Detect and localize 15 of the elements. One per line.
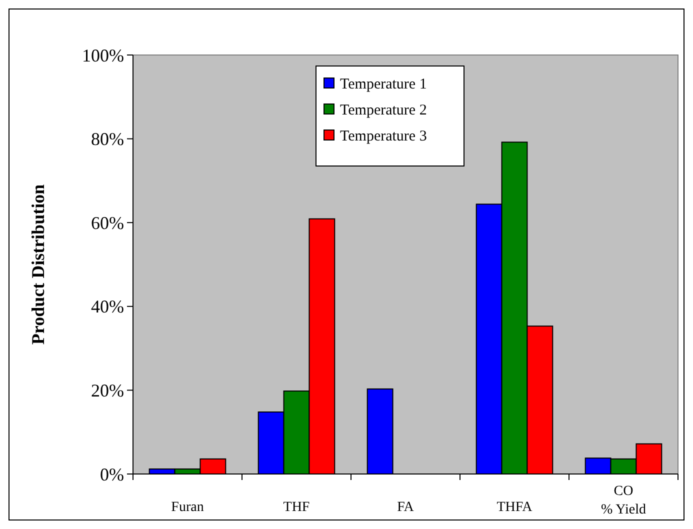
y-axis-title: Product Distribution — [28, 184, 48, 345]
legend-label: Temperature 2 — [340, 102, 427, 118]
legend-label: Temperature 3 — [340, 128, 427, 144]
x-tick-label: Furan — [171, 500, 204, 516]
x-tick-label: CO % Yield — [601, 484, 646, 518]
y-tick-label: 20% — [91, 380, 124, 400]
x-tick-label: THF — [283, 500, 310, 516]
y-tick-label: 0% — [100, 464, 124, 484]
x-tick-label: THFA — [496, 500, 534, 516]
x-tick-label: FA — [397, 500, 415, 516]
y-tick-label: 100% — [82, 45, 124, 66]
y-tick-label: 40% — [91, 296, 124, 317]
y-tick-label: 60% — [91, 212, 124, 233]
y-tick-label: 80% — [91, 129, 124, 150]
legend-label: Temperature 1 — [340, 76, 427, 92]
